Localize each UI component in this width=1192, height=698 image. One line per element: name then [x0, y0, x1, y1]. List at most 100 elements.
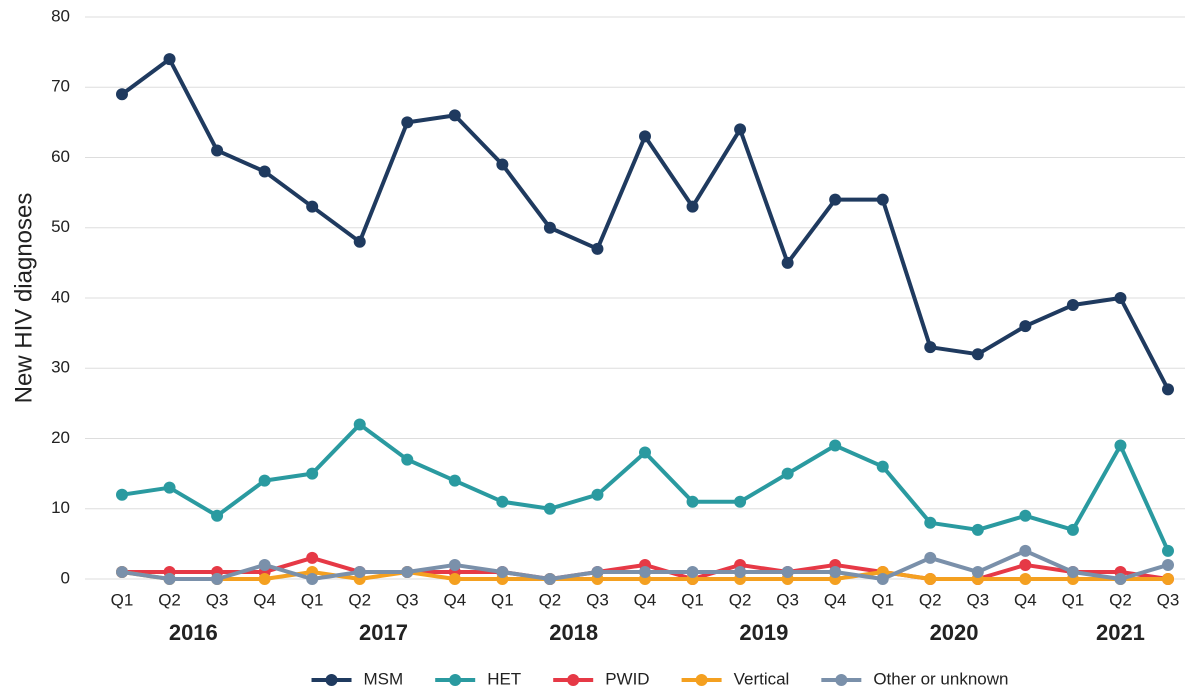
legend-marker — [325, 674, 338, 686]
data-point — [781, 565, 794, 578]
data-point — [686, 495, 699, 508]
x-tick-label: Q4 — [253, 590, 276, 609]
y-tick-label: 20 — [51, 428, 70, 447]
data-point — [591, 565, 604, 578]
year-label: 2017 — [359, 620, 408, 645]
data-point — [211, 509, 224, 522]
data-point — [829, 565, 842, 578]
legend-marker — [567, 674, 580, 686]
x-tick-label: Q2 — [1109, 590, 1132, 609]
data-point — [1162, 544, 1174, 557]
data-point — [1114, 573, 1127, 585]
data-point — [353, 235, 366, 248]
data-point — [401, 565, 414, 578]
data-point — [163, 481, 176, 494]
legend-item: MSM — [311, 669, 404, 688]
data-point — [876, 573, 889, 585]
data-point — [258, 165, 271, 178]
data-point — [1114, 292, 1127, 304]
data-point — [448, 474, 461, 487]
legend-item: HET — [435, 669, 521, 688]
y-axis-label: New HIV diagnoses — [10, 193, 37, 404]
data-point — [829, 439, 842, 452]
data-point — [1019, 320, 1032, 333]
series-line — [121, 422, 1170, 552]
data-point — [306, 200, 319, 213]
data-point — [543, 573, 556, 585]
x-tick-label: Q1 — [871, 590, 894, 609]
y-tick-label: 30 — [51, 358, 70, 377]
legend-marker — [835, 674, 848, 686]
legend-item: Other or unknown — [821, 669, 1008, 688]
data-point — [306, 573, 319, 585]
data-point — [1066, 565, 1079, 578]
data-point — [448, 109, 461, 122]
x-tick-label: Q4 — [1014, 590, 1037, 609]
legend-marker — [449, 674, 462, 686]
data-point — [924, 341, 937, 354]
data-point — [496, 158, 509, 171]
data-point — [876, 193, 889, 206]
data-point — [116, 488, 128, 501]
data-point — [543, 502, 556, 515]
data-point — [1019, 544, 1032, 557]
x-tick-label: Q3 — [776, 590, 799, 609]
y-tick-label: 60 — [51, 147, 70, 166]
data-point — [924, 516, 937, 529]
legend-marker — [695, 674, 708, 686]
data-point — [401, 453, 414, 466]
x-tick-label: Q3 — [206, 590, 229, 609]
data-point — [734, 565, 747, 578]
data-point — [1162, 573, 1174, 585]
y-tick-label: 0 — [61, 568, 70, 587]
x-tick-label: Q1 — [491, 590, 514, 609]
data-point — [734, 123, 747, 136]
data-point — [686, 565, 699, 578]
series-line — [120, 57, 1170, 391]
legend-item: PWID — [553, 669, 650, 688]
y-tick-label: 50 — [51, 217, 70, 236]
data-point — [1066, 299, 1079, 312]
data-point — [1114, 439, 1127, 452]
data-point — [448, 558, 461, 571]
data-point — [734, 495, 747, 508]
x-tick-label: Q2 — [158, 590, 181, 609]
x-tick-label: Q4 — [443, 590, 466, 609]
data-point — [306, 467, 319, 480]
x-tick-label: Q1 — [111, 590, 134, 609]
data-point — [876, 460, 889, 473]
data-point — [448, 573, 461, 585]
data-point — [1019, 573, 1032, 585]
data-point — [353, 418, 366, 431]
data-point — [163, 573, 176, 585]
y-tick-label: 10 — [51, 498, 70, 517]
data-point — [1019, 509, 1032, 522]
data-point — [1019, 558, 1032, 571]
x-tick-label: Q1 — [681, 590, 704, 609]
x-tick-label: Q2 — [539, 590, 562, 609]
legend-label: PWID — [605, 669, 649, 688]
data-point — [971, 523, 984, 536]
data-point — [591, 488, 604, 501]
x-tick-label: Q1 — [1062, 590, 1085, 609]
x-tick-label: Q1 — [301, 590, 324, 609]
data-point — [971, 565, 984, 578]
data-point — [1162, 558, 1174, 571]
data-point — [353, 565, 366, 578]
legend-label: Other or unknown — [873, 669, 1008, 688]
data-point — [639, 565, 651, 578]
data-point — [401, 116, 414, 129]
year-label: 2021 — [1096, 620, 1145, 645]
data-point — [496, 495, 509, 508]
y-tick-label: 80 — [51, 6, 70, 25]
legend-label: Vertical — [734, 669, 790, 688]
data-point — [258, 474, 271, 487]
year-label: 2016 — [169, 620, 218, 645]
data-point — [781, 256, 794, 269]
legend-item: Vertical — [681, 669, 790, 688]
data-point — [781, 467, 794, 480]
data-point — [211, 573, 224, 585]
legend-label: MSM — [364, 669, 404, 688]
legend: MSM HET PWID Vertical Other or unknown — [311, 669, 1008, 688]
data-point — [116, 88, 128, 101]
